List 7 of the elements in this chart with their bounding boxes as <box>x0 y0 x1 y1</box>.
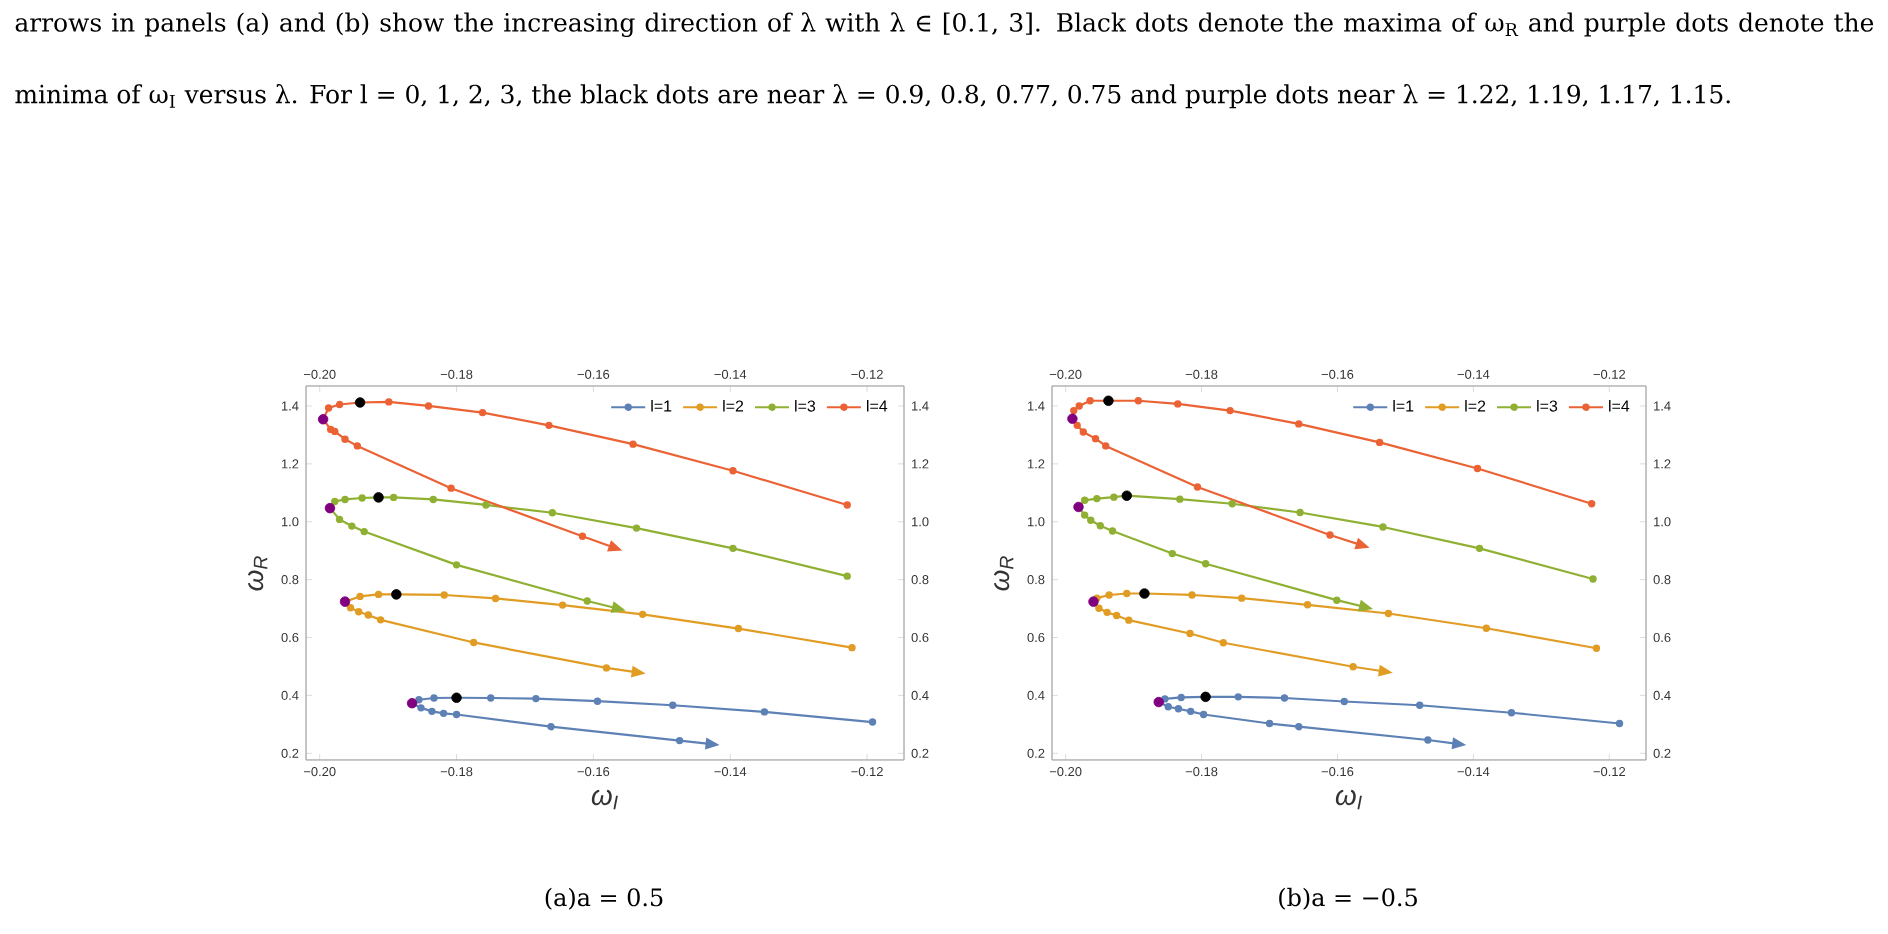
text: (a)a = 0.5 <box>545 887 663 910</box>
y-axis-title: ω$_{R}$ <box>993 556 1014 591</box>
text: arrows in panels (a) and (b) show the increasing direction of λ with λ ∈ [0.1, 3]. Black dots denote the maxima of ω$_{R}$ and purple dots denote the minima of ω$_{I}$ versus λ. For l = 0, 1, 2, 3, the black dots are near λ = 0.9, 0.8, 0.77, 0.75 and purple dots near λ = 1.22, 1.19, 1.17, 1.15. <box>15 12 1874 109</box>
x-axis-title: ω$_{I}$ <box>1335 789 1362 810</box>
text: (b)a = −0.5 <box>1279 887 1417 910</box>
y-axis-title: ω$_{R}$ <box>247 556 268 591</box>
x-axis-title: ω$_{I}$ <box>591 789 618 810</box>
